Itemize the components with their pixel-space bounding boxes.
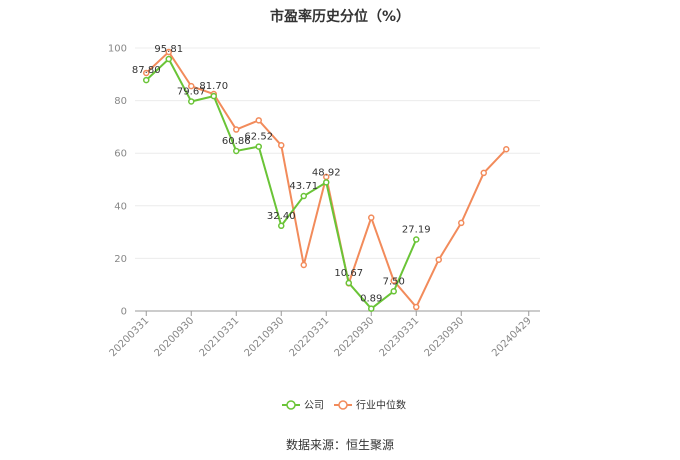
data-point	[143, 76, 150, 84]
legend-label: 公司	[304, 401, 324, 412]
data-point	[233, 147, 240, 155]
legend-item-company: 公司	[282, 400, 324, 412]
legend-marker	[338, 400, 348, 410]
x-tick-label: 20220331	[288, 315, 332, 359]
data-point	[188, 82, 195, 90]
y-tick-label: 100	[108, 44, 127, 55]
data-label: 48.92	[312, 167, 341, 178]
data-point	[368, 305, 375, 312]
data-point	[143, 69, 150, 77]
data-point	[323, 179, 330, 186]
data-point	[390, 277, 397, 285]
data-point	[165, 48, 172, 56]
data-label: 32.40	[267, 211, 296, 222]
data-label: 0.89	[360, 294, 382, 305]
data-label: 62.52	[244, 132, 273, 143]
data-point	[278, 142, 285, 149]
data-point	[210, 92, 217, 100]
data-point	[458, 219, 465, 227]
chart-title: 市盈率历史分位（%）	[269, 9, 411, 25]
data-source: 数据来源：恒生聚源	[285, 438, 394, 452]
legend-marker	[286, 400, 296, 410]
x-tick-label: 20220930	[333, 315, 377, 359]
data-point	[435, 256, 442, 263]
data-point	[278, 222, 285, 230]
legend-label: 行业中位数	[356, 399, 406, 412]
x-tick-label: 20230331	[378, 315, 422, 359]
x-tick-label: 20200930	[153, 315, 197, 359]
x-tick-label: 20200331	[108, 315, 152, 359]
y-tick-label: 80	[114, 96, 127, 107]
x-tick-label: 20210331	[198, 315, 242, 359]
data-label: 60.86	[222, 136, 251, 147]
data-point	[345, 279, 352, 287]
data-point	[368, 214, 375, 221]
x-tick-label: 20210930	[243, 315, 287, 359]
data-point	[165, 55, 172, 63]
data-label: 43.71	[289, 181, 318, 192]
data-point	[413, 303, 420, 311]
data-point	[390, 288, 397, 295]
x-tick-label: 20240429	[490, 315, 534, 359]
data-label: 10.67	[334, 268, 363, 279]
data-point	[188, 98, 195, 105]
y-tick-label: 40	[114, 201, 127, 212]
data-label: 27.19	[402, 224, 431, 235]
data-label: 87.80	[132, 65, 161, 76]
x-tick-label: 20230930	[423, 315, 467, 359]
data-point	[503, 146, 510, 153]
data-label: 7.50	[383, 276, 405, 287]
legend-item-industry: 行业中位数	[334, 399, 406, 412]
data-label: 95.81	[154, 44, 183, 55]
data-point	[255, 117, 262, 124]
data-label: 79.67	[177, 86, 206, 97]
data-label: 81.70	[199, 81, 228, 92]
data-point	[300, 261, 307, 269]
data-point	[413, 236, 420, 243]
y-tick-label: 20	[114, 254, 127, 265]
data-point	[480, 169, 487, 177]
y-tick-label: 0	[121, 307, 127, 318]
y-tick-label: 60	[114, 149, 127, 160]
data-point	[300, 192, 307, 200]
data-point	[233, 126, 240, 133]
data-point	[255, 143, 262, 150]
